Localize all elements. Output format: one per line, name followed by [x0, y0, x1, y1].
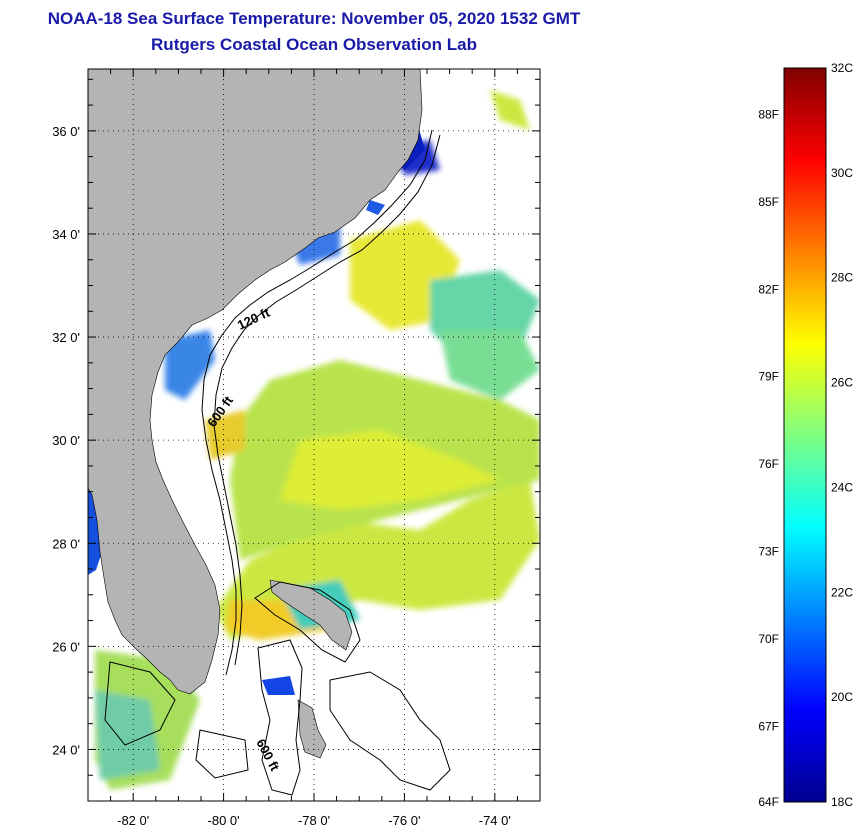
colorbar-c-label: 20C [831, 690, 853, 704]
colorbar-f-label: 76F [758, 457, 779, 471]
colorbar-c-label: 24C [831, 480, 853, 494]
land [88, 69, 423, 759]
colorbar-f-label: 85F [758, 195, 779, 209]
lon-label: -74 0' [479, 813, 511, 828]
lat-label: 30 0' [52, 433, 80, 448]
colorbar-f-label: 79F [758, 370, 779, 384]
colorbar-f-label: 64F [758, 795, 779, 809]
colorbar-f-label: 73F [758, 545, 779, 559]
lon-label: -82 0' [117, 813, 149, 828]
colorbar-c-label: 26C [831, 376, 853, 390]
colorbar-fahrenheit-labels: 88F 85F 82F 79F 76F 73F 70F 67F 64F [758, 108, 779, 809]
map-subtitle: Rutgers Coastal Ocean Observation Lab [151, 35, 477, 54]
colorbar-f-label: 82F [758, 282, 779, 296]
longitude-labels: -82 0' -80 0' -78 0' -76 0' -74 0' [117, 813, 511, 828]
lat-label: 34 0' [52, 227, 80, 242]
lat-label: 24 0' [52, 742, 80, 757]
depth-contours [104, 129, 451, 796]
colorbar-c-label: 30C [831, 166, 853, 180]
map-frame [87, 68, 541, 802]
lat-label: 26 0' [52, 639, 80, 654]
map-title: NOAA-18 Sea Surface Temperature: Novembe… [47, 9, 581, 28]
colorbar [783, 67, 827, 803]
lon-label: -76 0' [388, 813, 420, 828]
colorbar-f-label: 88F [758, 108, 779, 122]
colorbar-c-label: 22C [831, 585, 853, 599]
lat-label: 36 0' [52, 124, 80, 139]
colorbar-f-label: 70F [758, 632, 779, 646]
latitude-labels: 36 0' 34 0' 32 0' 30 0' 28 0' 26 0' 24 0' [52, 124, 80, 758]
lat-label: 32 0' [52, 330, 80, 345]
colorbar-c-label: 18C [831, 795, 853, 809]
map-grid [87, 69, 541, 802]
colorbar-celsius-labels: 32C 30C 28C 26C 24C 22C 20C 18C [831, 61, 853, 809]
colorbar-f-label: 67F [758, 719, 779, 733]
sst-field [95, 90, 540, 790]
lon-label: -80 0' [208, 813, 240, 828]
colorbar-c-label: 32C [831, 61, 853, 75]
lon-label: -78 0' [298, 813, 330, 828]
lat-label: 28 0' [52, 536, 80, 551]
colorbar-c-label: 28C [831, 271, 853, 285]
